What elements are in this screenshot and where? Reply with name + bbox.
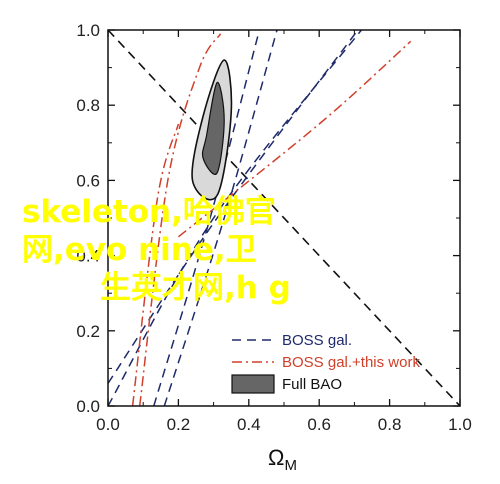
y-tick-label: 0.2 — [76, 322, 100, 341]
series-1-contour-1 — [131, 123, 180, 406]
series-0-contour-0 — [163, 30, 278, 406]
watermark-overlay: skeleton,哈佛官 网,evo nine,卫 生英才网,h g — [22, 194, 291, 306]
y-tick-label: 0.4 — [76, 247, 100, 266]
axis-ticks: 0.0 0.2 0.4 0.6 0.8 1.0 0.0 0.2 0.4 0.6 0.8 1.0 — [76, 21, 471, 434]
x-tick-label: 0.4 — [237, 415, 261, 434]
legend-swatch-2 — [231, 374, 275, 394]
series-2 — [191, 59, 233, 201]
legend-label-0: BOSS gal. — [282, 332, 352, 349]
overlay-line-1: skeleton,哈佛官 — [22, 194, 276, 230]
y-tick-label: 0.8 — [76, 96, 100, 115]
series-0-contour-3 — [108, 30, 362, 406]
legend-label-1: BOSS gal.+this work — [282, 354, 420, 371]
series-2-contour-1 — [201, 81, 225, 175]
series-0-contour-1 — [153, 30, 261, 406]
x-tick-label: 0.6 — [307, 415, 331, 434]
overlay-line-2: 网,evo nine,卫 — [22, 232, 257, 268]
y-tick-label: 0.6 — [76, 171, 100, 190]
series-1 — [131, 33, 412, 406]
x-tick-label: 0.0 — [96, 415, 120, 434]
x-tick-label: 0.2 — [167, 415, 191, 434]
legend-label-2: Full BAO — [282, 376, 342, 393]
series-0 — [108, 30, 362, 406]
x-axis-label: ΩM — [268, 445, 297, 474]
y-tick-label: 0.0 — [76, 397, 100, 416]
y-tick-label: 1.0 — [76, 21, 100, 40]
plot-area — [108, 30, 460, 406]
series-1-contour-2 — [177, 40, 412, 238]
flat-reference-line — [108, 30, 460, 406]
x-tick-label: 1.0 — [448, 415, 472, 434]
x-tick-label: 0.8 — [378, 415, 402, 434]
series-1-contour-0 — [138, 33, 222, 406]
overlay-line-3: 生英才网,h g — [100, 270, 291, 306]
legend: BOSS gal. BOSS gal.+this work Full BAO — [231, 332, 420, 394]
